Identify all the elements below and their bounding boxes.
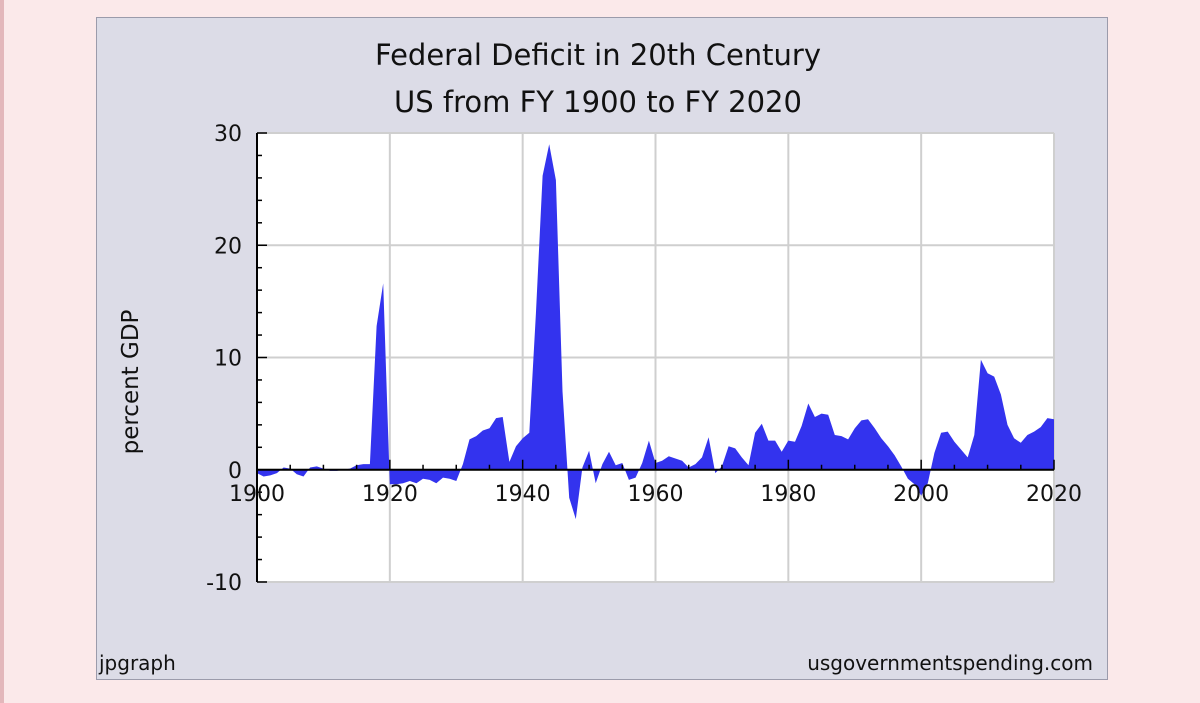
y-tick-label: 20 bbox=[214, 234, 242, 259]
x-tick-label: 1920 bbox=[362, 482, 418, 507]
y-tick-label: -10 bbox=[206, 571, 242, 596]
deficit-area-chart: Federal Deficit in 20th Century US from … bbox=[118, 38, 1082, 596]
chart-frame: Federal Deficit in 20th Century US from … bbox=[96, 17, 1108, 680]
source-credit: usgovernmentspending.com bbox=[807, 651, 1093, 675]
x-tick-label: 1960 bbox=[628, 482, 684, 507]
chart-subtitle: US from FY 1900 to FY 2020 bbox=[394, 85, 802, 119]
x-tick-label: 2000 bbox=[893, 482, 949, 507]
x-tick-label: 2020 bbox=[1026, 482, 1082, 507]
x-tick-label: 1980 bbox=[760, 482, 816, 507]
y-tick-label: 10 bbox=[214, 347, 242, 372]
x-tick-label: 1900 bbox=[229, 482, 285, 507]
x-tick-label: 1940 bbox=[495, 482, 551, 507]
y-axis-label: percent GDP bbox=[118, 309, 144, 454]
plot-layer: -10 0 10 20 30 1900 1920 1940 1960 1980 2000 2020 bbox=[206, 122, 1082, 596]
page-edge bbox=[0, 0, 4, 703]
y-tick-label: 0 bbox=[228, 459, 242, 484]
y-tick-label: 30 bbox=[214, 122, 242, 147]
jpgraph-credit: jpgraph bbox=[99, 651, 176, 675]
chart-title: Federal Deficit in 20th Century bbox=[375, 38, 821, 72]
